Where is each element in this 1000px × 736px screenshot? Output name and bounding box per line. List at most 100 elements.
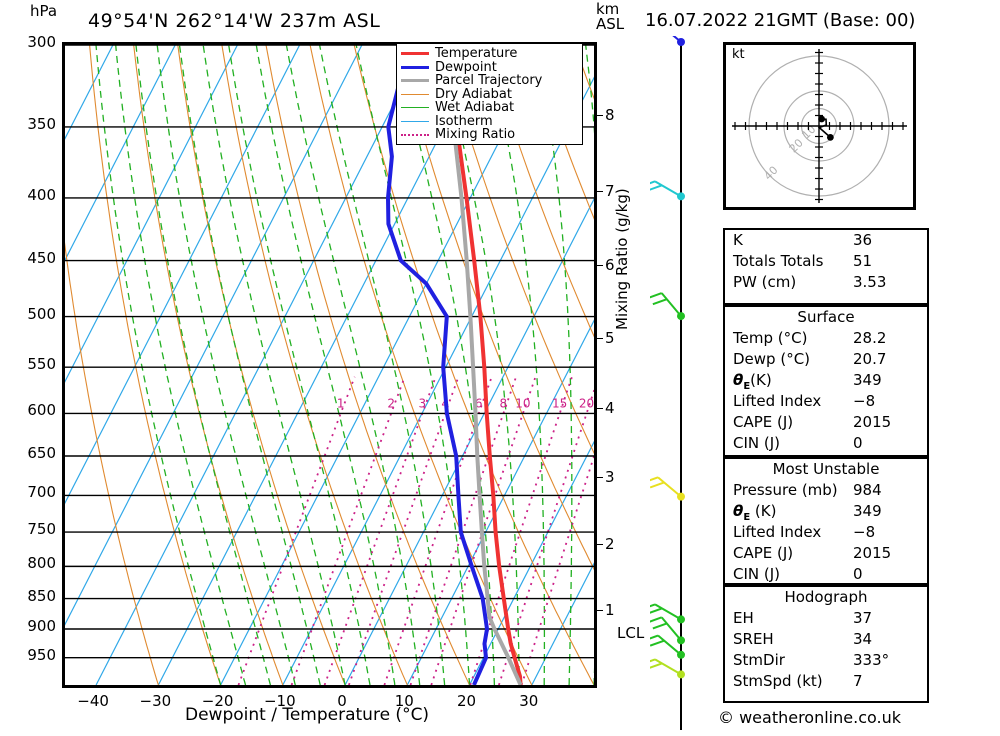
pressure-tick-label: 400 (27, 185, 56, 204)
pressure-tick-label: 500 (27, 304, 56, 323)
height-tick-mark (594, 265, 603, 267)
temperature-tick-label: −30 (139, 692, 172, 710)
legend-swatch-icon (401, 79, 429, 83)
legend-swatch-icon (401, 120, 429, 122)
hodograph[interactable]: kt 10 20 40 (723, 42, 916, 210)
height-tick-label: 6 (605, 256, 615, 275)
hodograph-stats-key: EH (733, 609, 754, 627)
wind-barb (650, 603, 685, 624)
legend-label: Mixing Ratio (435, 127, 516, 143)
surface-value: 2015 (853, 413, 892, 431)
height-tick-label: 8 (605, 105, 615, 124)
legend-swatch-icon (401, 107, 429, 109)
height-unit-label: km ASL (596, 2, 624, 32)
temperature-tick-label: 20 (456, 692, 477, 710)
most-unstable-value: 984 (853, 481, 882, 499)
legend-label: Parcel Trajectory (435, 73, 543, 89)
most-unstable-key: CIN (J) (733, 565, 781, 583)
height-tick-label: 1 (605, 600, 615, 619)
legend-swatch-icon (401, 133, 429, 136)
hodograph-stats-value: 333° (853, 651, 890, 669)
most-unstable-row: Pressure (mb) 984 (725, 480, 927, 501)
indices-value: 36 (853, 231, 873, 249)
wind-barb (672, 36, 685, 46)
indices-key: K (733, 231, 743, 249)
height-unit-line2: ASL (596, 15, 625, 33)
height-tick-label: 2 (605, 535, 615, 554)
surface-value: 20.7 (853, 350, 887, 368)
most-unstable-value: 2015 (853, 544, 892, 562)
hodograph-stats-row: SREH 34 (725, 629, 927, 650)
mixing-ratio-label: 3 (418, 396, 426, 410)
surface-value: 28.2 (853, 329, 887, 347)
indices-key: PW (cm) (733, 273, 797, 291)
pressure-tick-label: 900 (27, 616, 56, 635)
temperature-tick-label: −40 (77, 692, 109, 710)
legend-item: Temperature (401, 47, 578, 61)
legend-label: Isotherm (435, 113, 493, 129)
surface-key: CIN (J) (733, 434, 781, 452)
hodograph-stats-value: 34 (853, 630, 873, 648)
height-tick-label: 7 (605, 182, 615, 201)
surface-value: 349 (853, 371, 882, 389)
skewt-canvas: 12346810152025 (65, 45, 594, 685)
surface-key: Temp (°C) (733, 329, 808, 347)
xaxis-title: Dewpoint / Temperature (°C) (185, 705, 430, 725)
legend-label: Temperature (435, 46, 518, 62)
legend-item: Parcel Trajectory (401, 74, 578, 88)
wind-barb (650, 616, 685, 645)
most-unstable-row: Lifted Index −8 (725, 522, 927, 543)
legend-item: Wet Adiabat (401, 101, 578, 115)
pressure-tick-label: 600 (27, 401, 56, 420)
most-unstable-key: Lifted Index (733, 523, 822, 541)
mixing-ratio-label: 8 (500, 396, 508, 410)
pressure-tick-label: 850 (27, 586, 56, 605)
indices-row: K 36 (725, 230, 927, 251)
lcl-label: LCL (617, 624, 645, 642)
legend-label: Wet Adiabat (435, 100, 515, 116)
height-tick-mark (594, 544, 603, 546)
height-tick-mark (594, 408, 603, 410)
surface-key: Lifted Index (733, 392, 822, 410)
legend-item: Dry Adiabat (401, 88, 578, 102)
most-unstable-row: θE (K) 349 (725, 501, 927, 523)
copyright-notice: © weatheronline.co.uk (718, 708, 901, 727)
skewt-diagram[interactable]: 12346810152025 (62, 42, 597, 688)
hodograph-endpoint (818, 115, 826, 123)
most-unstable-key: Pressure (mb) (733, 481, 838, 499)
pressure-tick-label: 750 (27, 520, 56, 539)
pressure-tick-label: 550 (27, 355, 56, 374)
pressure-tick-label: 650 (27, 444, 56, 462)
temperature-tick-label: −10 (263, 692, 296, 710)
wind-barb (650, 658, 685, 679)
height-tick-mark (594, 337, 603, 339)
most-unstable-value: −8 (853, 523, 876, 541)
legend-swatch-icon (401, 93, 429, 95)
temperature-tick-label: 0 (337, 692, 347, 710)
most-unstable-value: 0 (853, 565, 863, 583)
mixing-ratio-label: 6 (475, 396, 483, 410)
surface-value: 0 (853, 434, 863, 452)
hodograph-ring-label: 20 (787, 136, 806, 155)
surface-row: CIN (J) 0 (725, 433, 927, 454)
hodograph-stats-row: EH 37 (725, 608, 927, 629)
mixing-ratio-label: 15 (552, 396, 567, 410)
surface-row: Lifted Index −8 (725, 391, 927, 412)
surface-row: CAPE (J) 2015 (725, 412, 927, 433)
indices-row: Totals Totals 51 (725, 251, 927, 272)
most-unstable-key: θE (K) (733, 502, 777, 523)
surface-row: Temp (°C) 28.2 (725, 328, 927, 349)
temperature-tick-label: −20 (201, 692, 234, 710)
height-tick-mark (594, 191, 603, 193)
surface-row: θE(K) 349 (725, 370, 927, 392)
most-unstable-panel: Most Unstable Pressure (mb) 984 θE (K) 349 Li… (723, 457, 929, 585)
wind-barb (650, 634, 685, 659)
legend: Temperature Dewpoint Parcel Trajectory Dry … (396, 43, 583, 145)
indices-value: 3.53 (853, 273, 887, 291)
mixing-ratio-label: 10 (515, 396, 530, 410)
most-unstable-title: Most Unstable (772, 460, 880, 478)
mixing-ratio-axis-title: Mixing Ratio (g/kg) (613, 188, 631, 330)
hodograph-stats-key: SREH (733, 630, 774, 648)
temperature-tick-label: 30 (519, 692, 539, 710)
